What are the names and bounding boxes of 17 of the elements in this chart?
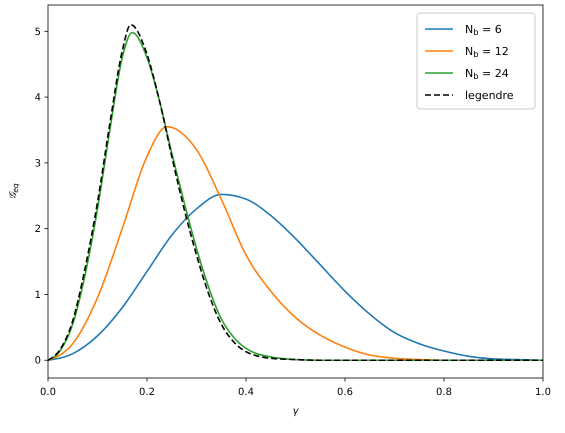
y-tick-label: 2 xyxy=(34,224,41,236)
x-axis-title: γ xyxy=(292,406,300,417)
y-tick-label: 0 xyxy=(34,356,41,367)
legend-label: N$_{b}$ = 12 xyxy=(465,44,509,59)
y-tick-label: 3 xyxy=(34,158,41,170)
legend-label: N$_{b}$ = 6 xyxy=(465,22,502,37)
y-tick-label: 1 xyxy=(34,290,41,301)
y-tick-label: 5 xyxy=(34,26,41,38)
x-tick-label: 0.6 xyxy=(337,387,353,398)
legend-label: legendre xyxy=(465,88,514,102)
x-tick-label: 0.2 xyxy=(139,387,155,398)
x-tick-label: 0.0 xyxy=(40,387,56,398)
x-tick-label: 0.8 xyxy=(436,387,452,398)
legend-label: N$_{b}$ = 24 xyxy=(465,66,509,81)
y-tick-label: 4 xyxy=(34,92,41,104)
x-tick-label: 1.0 xyxy=(535,387,551,398)
x-tick-label: 0.4 xyxy=(238,387,254,398)
